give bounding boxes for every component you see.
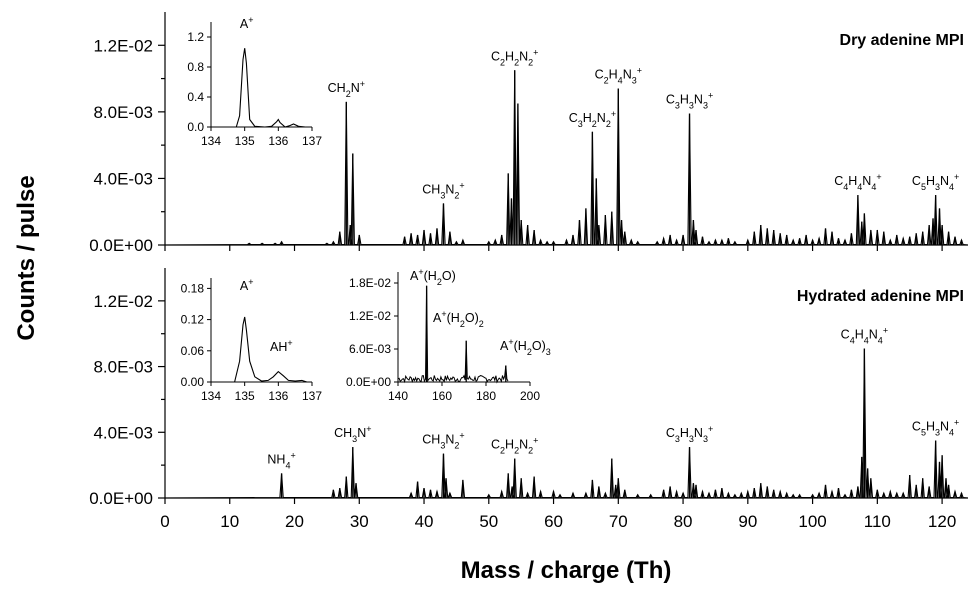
hydrated-inset-a-xtick-label: 134 [201, 389, 221, 403]
hydrated-inset-b-ytick-label: 6.0E-03 [349, 342, 391, 356]
dry-peak-label: C3H3N3+ [666, 91, 713, 111]
hydrated-inset-b-ytick-label: 1.8E-02 [349, 276, 391, 290]
dry-inset-xtick-label: 136 [268, 134, 288, 148]
dry-inset-ytick-label: 0.8 [187, 60, 204, 74]
dry-spectrum-trace [164, 70, 968, 246]
x-tick-label: 30 [350, 512, 369, 531]
dry-inset-ytick-label: 0.4 [187, 90, 204, 104]
hydrated-spectrum-trace [164, 348, 968, 499]
hydrated-peak-label: CH3N2+ [422, 431, 464, 451]
dry-peak-label: C5H3N4+ [912, 172, 959, 192]
hydrated-peak-label: C2H2N2+ [491, 436, 538, 456]
hydrated-peak-label: C3H3N3+ [666, 424, 713, 444]
hydrated-inset-a-ytick-label: 0.06 [181, 344, 205, 358]
x-tick-label: 90 [738, 512, 757, 531]
hydrated-inset-a-xtick-label: 136 [268, 389, 288, 403]
hydrated-peak-label: NH4+ [267, 450, 295, 470]
hydrated-inset-a-label: AH+ [270, 338, 293, 354]
hydrated-inset-a-trace [221, 316, 308, 383]
dry-peak-label: CH3N2+ [422, 180, 464, 200]
x-tick-label: 120 [928, 512, 956, 531]
dry-peak-label: C2H4N3+ [595, 66, 642, 86]
x-tick-label: 0 [160, 512, 169, 531]
hydrated-ytick-label: 8.0E-03 [93, 358, 153, 377]
hydrated-inset-a-xtick-label: 135 [235, 389, 255, 403]
dry-ytick-label: 4.0E-03 [93, 169, 153, 188]
dry-peak-label: C3H2N2+ [569, 109, 616, 129]
x-tick-label: 100 [798, 512, 826, 531]
dry-inset-ytick-label: 0.0 [187, 120, 204, 134]
dry-peak-label: C2H2N2+ [491, 47, 538, 67]
dry-panel-title: Dry adenine MPI [840, 32, 964, 49]
dry-ytick-label: 1.2E-02 [93, 36, 153, 55]
dry-peak-label: C4H4N4+ [834, 172, 881, 192]
x-tick-label: 20 [285, 512, 304, 531]
x-tick-label: 80 [674, 512, 693, 531]
hydrated-inset-b-xtick-label: 160 [432, 389, 452, 403]
hydrated-peak-label: C5H3N4+ [912, 418, 959, 438]
dry-inset-ytick-label: 1.2 [187, 30, 204, 44]
x-tick-label: 110 [864, 512, 891, 531]
x-axis-title: Mass / charge (Th) [461, 557, 672, 584]
hydrated-panel-title: Hydrated adenine MPI [797, 288, 964, 305]
x-tick-label: 50 [479, 512, 498, 531]
x-tick-label: 10 [220, 512, 239, 531]
x-tick-label: 40 [415, 512, 434, 531]
hydrated-inset-b-label: A+(H2O) [410, 267, 456, 287]
hydrated-peak-label: C4H4N4+ [841, 326, 888, 346]
dry-inset-xtick-label: 135 [235, 134, 255, 148]
hydrated-inset-b-ytick-label: 0.0E+00 [346, 375, 391, 389]
hydrated-inset-a-xtick-label: 137 [302, 389, 322, 403]
hydrated-inset-b-label: A+(H2O)3 [500, 337, 551, 357]
hydrated-ytick-label: 4.0E-03 [93, 423, 153, 442]
hydrated-inset-a-ytick-label: 0.18 [181, 281, 205, 295]
dry-inset-trace [227, 48, 306, 128]
dry-inset-label: A+ [240, 15, 254, 31]
dry-ytick-label: 0.0E+00 [89, 236, 153, 255]
dry-ytick-label: 8.0E-03 [93, 103, 153, 122]
hydrated-inset-b-xtick-label: 180 [476, 389, 496, 403]
dry-inset-xtick-label: 134 [201, 134, 221, 148]
hydrated-ytick-label: 1.2E-02 [93, 292, 153, 311]
hydrated-inset-b-xtick-label: 200 [520, 389, 540, 403]
y-axis-title: Counts / pulse [13, 175, 40, 340]
hydrated-ytick-label: 0.0E+00 [89, 489, 153, 508]
x-tick-label: 60 [544, 512, 563, 531]
dry-inset-xtick-label: 137 [302, 134, 322, 148]
hydrated-inset-b-ytick-label: 1.2E-02 [349, 309, 391, 323]
x-tick-label: 70 [609, 512, 628, 531]
hydrated-inset-b-xtick-label: 140 [388, 389, 408, 403]
hydrated-inset-b-label: A+(H2O)2 [433, 309, 484, 329]
dry-peak-label: CH2N+ [328, 79, 365, 99]
hydrated-inset-a-ytick-label: 0.12 [181, 313, 205, 327]
hydrated-peak-label: CH3N+ [334, 424, 371, 444]
hydrated-inset-a-label: A+ [240, 277, 254, 293]
hydrated-inset-b-trace [397, 285, 509, 384]
hydrated-inset-a-ytick-label: 0.00 [181, 375, 205, 389]
